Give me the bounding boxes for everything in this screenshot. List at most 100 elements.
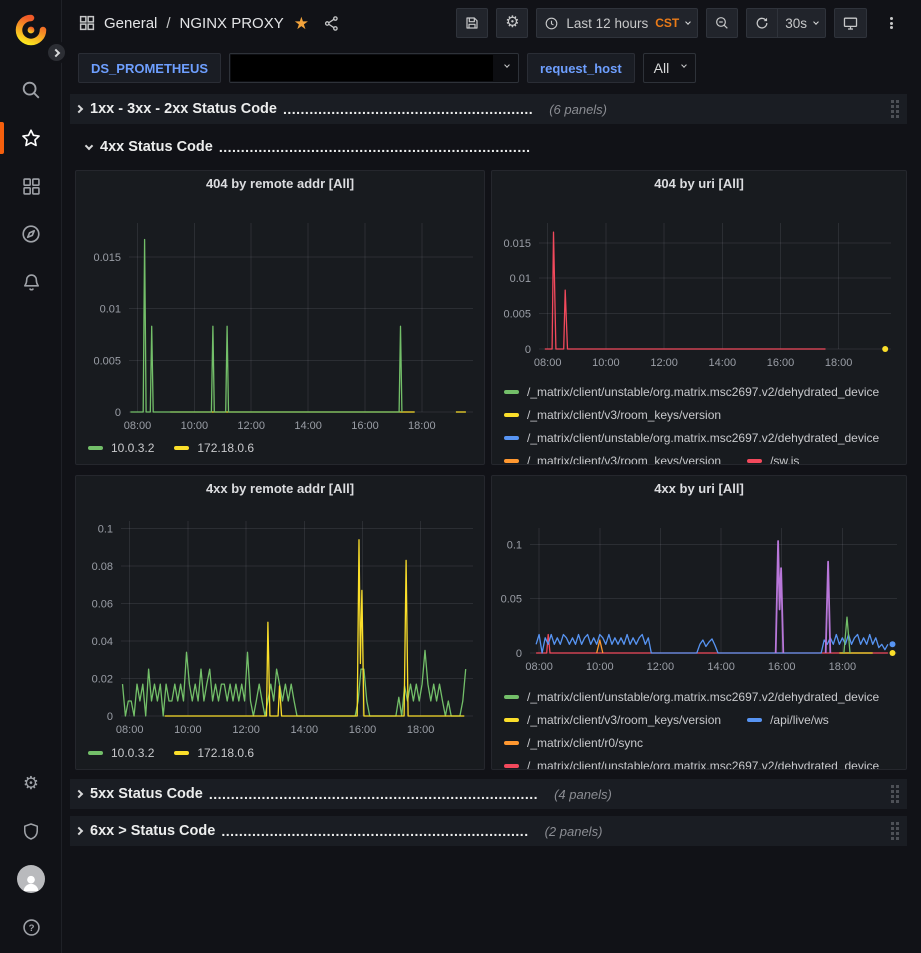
row-title: 6xx > Status Code — [90, 823, 216, 839]
ds-prometheus-select[interactable] — [229, 53, 520, 83]
grafana-logo[interactable] — [0, 8, 62, 52]
legend-series-label: 172.18.0.6 — [197, 441, 255, 455]
legend-item[interactable]: /api/live/ws — [747, 708, 829, 731]
sidebar-item-starred[interactable] — [0, 118, 62, 158]
legend-series-swatch — [504, 458, 519, 463]
row-drag-handle-icon[interactable] — [891, 785, 899, 803]
svg-text:?: ? — [28, 923, 34, 934]
row-expand-chevron-icon — [84, 141, 94, 150]
row-title-dots: ........................................… — [218, 139, 531, 155]
svg-text:16:00: 16:00 — [767, 357, 795, 369]
legend-item[interactable]: /sw.js — [747, 449, 799, 464]
legend-item[interactable]: /_matrix/client/r0/sync — [504, 731, 643, 754]
legend-series-swatch — [504, 763, 519, 768]
legend-item[interactable]: 10.0.3.2 — [88, 746, 154, 760]
help-icon[interactable]: ? — [0, 907, 62, 947]
svg-text:0.04: 0.04 — [92, 636, 113, 648]
svg-text:0: 0 — [525, 344, 531, 356]
timeseries-chart[interactable]: 0 0.02 0.04 0.06 0.08 0.1 08:00 10:00 12:00 14:00… — [76, 476, 484, 769]
legend-item[interactable]: /_matrix/client/v3/room_keys/version — [504, 708, 721, 731]
user-avatar[interactable] — [0, 859, 62, 899]
admin-shield-icon[interactable] — [0, 811, 62, 851]
search-icon[interactable] — [0, 70, 62, 110]
svg-text:10:00: 10:00 — [592, 357, 620, 369]
panel-title[interactable]: 4xx by uri [All] — [654, 481, 744, 496]
svg-text:14:00: 14:00 — [707, 661, 735, 673]
svg-text:14:00: 14:00 — [294, 420, 322, 432]
row-drag-handle-icon[interactable] — [891, 100, 899, 118]
panel-title[interactable]: 4xx by remote addr [All] — [205, 481, 355, 496]
share-icon[interactable] — [323, 15, 340, 32]
sidebar-item-explore[interactable] — [0, 214, 62, 254]
timeseries-chart[interactable]: 0 0.005 0.01 0.015 08:00 10:00 12:00 14:00 16:00… — [76, 171, 484, 464]
refresh-interval-label: 30s — [785, 15, 807, 31]
row-title-dots: ........................................… — [282, 101, 534, 117]
legend-item[interactable]: 10.0.3.2 — [88, 441, 154, 455]
sidebar-item-alerting[interactable] — [0, 262, 62, 302]
row-6xx[interactable]: 6xx > Status Code ......................… — [70, 816, 907, 846]
legend-series-label: /_matrix/client/v3/room_keys/version — [527, 453, 722, 465]
timeseries-chart[interactable]: 0 0.05 0.1 08:00 10:00 12:00 14:00 16:00 18:00 — [492, 476, 906, 769]
dashboard-settings-button[interactable]: ⚙ — [496, 8, 529, 38]
sidebar-item-dashboards[interactable] — [0, 166, 62, 206]
save-dashboard-button[interactable] — [456, 8, 489, 38]
legend-item[interactable]: /_matrix/client/unstable/org.matrix.msc2… — [504, 754, 879, 769]
variables-bar: DS_PROMETHEUS request_host All — [62, 46, 921, 90]
timeseries-chart[interactable]: 0 0.005 0.01 0.015 08:00 10:00 12:00 14:00 16:00… — [492, 171, 906, 464]
svg-text:0.005: 0.005 — [503, 309, 531, 321]
legend-item[interactable]: 172.18.0.6 — [174, 441, 254, 455]
favorite-star-icon[interactable]: ★ — [293, 13, 309, 33]
legend-series-label: /api/live/ws — [770, 712, 829, 727]
svg-text:12:00: 12:00 — [650, 357, 678, 369]
row-1xx-3xx-2xx[interactable]: 1xx - 3xx - 2xx Status Code ............… — [70, 94, 907, 124]
row-drag-handle-icon[interactable] — [891, 822, 899, 840]
dashboards-grid-icon[interactable] — [78, 14, 96, 32]
svg-text:0.01: 0.01 — [510, 273, 531, 285]
row-title: 1xx - 3xx - 2xx Status Code — [90, 101, 277, 117]
cycle-view-mode-button[interactable] — [834, 8, 867, 38]
panel-title[interactable]: 404 by remote addr [All] — [205, 176, 355, 191]
request-host-value: All — [653, 60, 670, 76]
sidebar-expand-button[interactable] — [45, 41, 68, 64]
svg-text:12:00: 12:00 — [237, 420, 265, 432]
row-panel-count: (4 panels) — [554, 786, 612, 802]
sidebar: ⚙ ? — [0, 0, 62, 953]
legend-item[interactable]: 172.18.0.6 — [174, 746, 254, 760]
legend-item[interactable]: /_matrix/client/unstable/org.matrix.msc2… — [504, 380, 879, 403]
refresh-interval-dropdown[interactable]: 30s — [778, 8, 826, 38]
legend-item[interactable]: /_matrix/client/v3/room_keys/version — [504, 403, 721, 426]
legend-item[interactable]: /_matrix/client/v3/room_keys/version — [504, 449, 721, 464]
legend-series-swatch — [88, 751, 103, 755]
panel-title[interactable]: 404 by uri [All] — [654, 176, 744, 191]
svg-text:12:00: 12:00 — [232, 724, 260, 736]
dashboard-header: General / NGINX PROXY ★ ⚙ Last 12 hours … — [62, 0, 921, 46]
page-title[interactable]: NGINX PROXY — [179, 14, 284, 32]
row-collapse-chevron-icon — [74, 104, 84, 114]
legend-series-swatch — [174, 751, 190, 755]
more-options-kebab-menu[interactable] — [875, 8, 907, 38]
request-host-select[interactable]: All — [642, 53, 697, 83]
panel-legend: 10.0.3.2 172.18.0.6 — [88, 746, 254, 760]
legend-series-label: /_matrix/client/unstable/org.matrix.msc2… — [527, 689, 880, 704]
row-title-dots: ........................................… — [208, 786, 539, 802]
legend-series-label: /_matrix/client/unstable/org.matrix.msc2… — [527, 430, 880, 445]
row-panel-count: (2 panels) — [544, 823, 603, 839]
legend-item[interactable]: /_matrix/client/unstable/org.matrix.msc2… — [504, 426, 879, 449]
legend-series-label: /sw.js — [770, 453, 800, 465]
breadcrumb-section[interactable]: General — [104, 14, 158, 32]
legend-item[interactable]: /_matrix/client/unstable/org.matrix.msc2… — [504, 685, 879, 708]
svg-text:08:00: 08:00 — [116, 724, 144, 736]
row-title: 5xx Status Code — [90, 786, 203, 802]
time-range-picker[interactable]: Last 12 hours CST — [536, 8, 699, 38]
legend-series-label: /_matrix/client/v3/room_keys/version — [527, 407, 722, 422]
row-5xx[interactable]: 5xx Status Code ........................… — [70, 779, 907, 809]
legend-series-label: /_matrix/client/unstable/org.matrix.msc2… — [527, 384, 880, 399]
toolbar: ⚙ Last 12 hours CST 30s — [456, 8, 907, 38]
refresh-button[interactable] — [746, 8, 779, 38]
zoom-out-button[interactable] — [706, 8, 739, 38]
svg-text:08:00: 08:00 — [124, 420, 152, 432]
row-4xx[interactable]: 4xx Status Code ........................… — [82, 132, 907, 162]
svg-text:0: 0 — [115, 407, 121, 419]
legend-series-label: /_matrix/client/unstable/org.matrix.msc2… — [527, 758, 880, 770]
settings-gear-icon[interactable]: ⚙ — [22, 773, 40, 793]
